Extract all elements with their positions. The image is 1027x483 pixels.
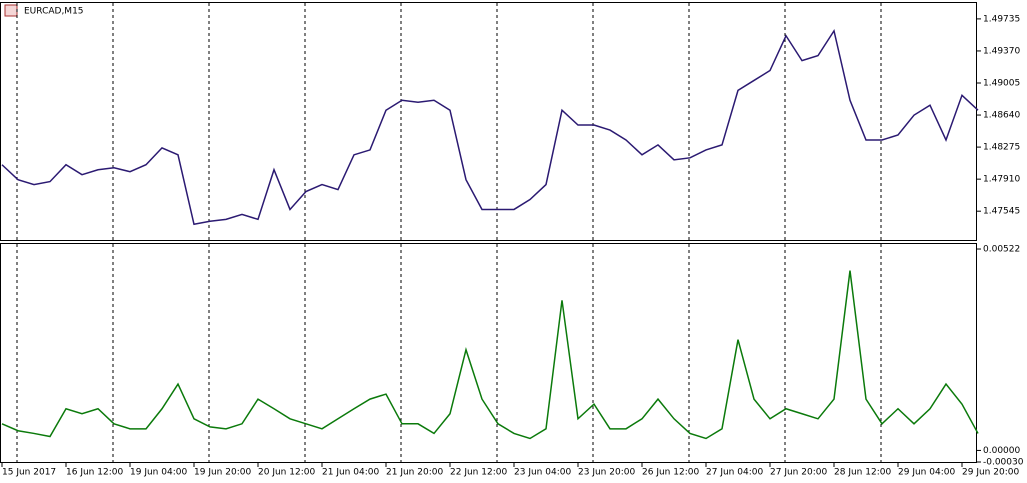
chart-icon — [4, 4, 18, 17]
indicator-panel — [0, 243, 977, 463]
y-tick-label: 1.48640 — [983, 111, 1020, 121]
series-line — [1, 270, 979, 440]
x-tick-label: 23 Jun 20:00 — [578, 468, 635, 478]
y-tick-label: 1.49005 — [983, 78, 1020, 88]
y-tick-label: 1.47910 — [983, 175, 1020, 185]
x-tick-label: 29 Jun 20:00 — [962, 468, 1019, 478]
y-tick-label: 1.47545 — [983, 207, 1020, 217]
y-tick-label: 1.48275 — [983, 143, 1020, 153]
chart-title: EURCAD,M15 — [24, 7, 84, 17]
x-tick-label: 23 Jun 04:00 — [514, 468, 571, 478]
x-tick-label: 20 Jun 12:00 — [258, 468, 315, 478]
y-tick-label: 1.49370 — [983, 46, 1020, 56]
y-tick-label: 1.49735 — [983, 14, 1020, 24]
x-tick-label: 16 Jun 12:00 — [66, 468, 123, 478]
x-tick-label: 29 Jun 04:00 — [898, 468, 955, 478]
x-tick-label: 15 Jun 2017 — [2, 468, 56, 478]
x-tick-label: 27 Jun 04:00 — [706, 468, 763, 478]
x-tick-label: 26 Jun 12:00 — [642, 468, 699, 478]
y-tick-label: -0.00030 — [983, 458, 1024, 468]
x-tick-label: 27 Jun 20:00 — [770, 468, 827, 478]
series-line — [1, 28, 979, 226]
x-tick-label: 21 Jun 04:00 — [322, 468, 379, 478]
x-tick-label: 19 Jun 04:00 — [130, 468, 187, 478]
y-tick-label: 0.00000 — [983, 446, 1020, 456]
y-tick-label: 0.00522 — [983, 245, 1020, 255]
x-tick-label: 28 Jun 12:00 — [834, 468, 891, 478]
x-tick-label: 22 Jun 12:00 — [450, 468, 507, 478]
x-tick-label: 19 Jun 20:00 — [194, 468, 251, 478]
price-panel — [0, 2, 977, 241]
x-tick-label: 21 Jun 20:00 — [386, 468, 443, 478]
